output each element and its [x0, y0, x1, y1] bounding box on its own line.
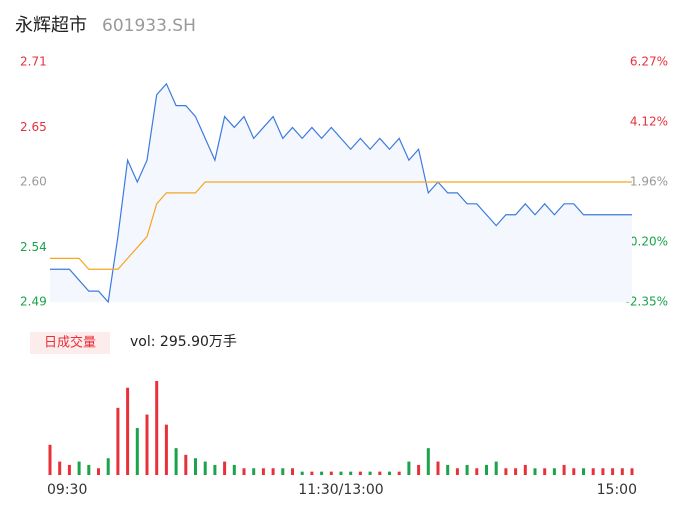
- volume-bar: [533, 468, 537, 475]
- volume-bar: [213, 464, 217, 475]
- volume-bar: [601, 468, 605, 475]
- y2-tick-label: -2.35%: [626, 295, 668, 309]
- volume-bar: [261, 468, 265, 475]
- volume-bar: [611, 468, 615, 475]
- y2-tick-label: 4.12%: [630, 114, 668, 128]
- y2-tick-label: 6.27%: [630, 55, 668, 69]
- volume-bar: [77, 461, 81, 475]
- volume-bar: [106, 458, 110, 475]
- volume-bar: [620, 468, 624, 475]
- volume-bar: [523, 464, 527, 475]
- volume-bar: [572, 468, 576, 475]
- volume-bar: [194, 458, 197, 475]
- price-line: [50, 82, 632, 304]
- y-tick-label: 2.49: [20, 295, 47, 309]
- average-line: [50, 181, 632, 270]
- volume-bar: [455, 468, 459, 475]
- volume-bar: [145, 414, 149, 475]
- volume-bar: [465, 464, 469, 475]
- volume-bar: [339, 471, 343, 475]
- volume-bar: [630, 468, 634, 475]
- volume-bar: [358, 471, 362, 475]
- volume-bar: [281, 468, 285, 475]
- y-tick-label: 2.54: [20, 240, 47, 254]
- volume-bar: [252, 468, 256, 475]
- volume-bar: [271, 468, 275, 475]
- volume-badge: [30, 332, 110, 354]
- volume-bar: [310, 471, 314, 475]
- volume-bar: [446, 464, 450, 475]
- volume-bar: [135, 428, 139, 475]
- volume-bar: [223, 461, 227, 475]
- volume-bar: [58, 461, 62, 475]
- y-tick-label: 2.71: [20, 55, 47, 69]
- y-tick-label: 2.65: [20, 120, 47, 134]
- volume-bar: [378, 471, 382, 475]
- volume-bar: [300, 471, 304, 475]
- volume-bar: [426, 448, 430, 475]
- volume-bar: [320, 471, 324, 475]
- volume-bar: [126, 387, 130, 475]
- volume-bar: [504, 468, 508, 475]
- volume-bar: [116, 407, 120, 475]
- volume-bar: [485, 464, 488, 475]
- volume-bar: [436, 461, 440, 475]
- volume-bar: [494, 461, 498, 475]
- volume-bar: [164, 424, 168, 475]
- volume-bar: [48, 444, 52, 475]
- volume-bar: [174, 448, 178, 475]
- volume-label: 日成交量: [44, 335, 96, 351]
- y2-tick-label: 1.96%: [630, 175, 668, 189]
- volume-bar: [388, 471, 391, 475]
- volume-bar: [417, 464, 421, 475]
- y2-tick-label: -0.20%: [626, 235, 668, 249]
- volume-bar: [329, 471, 333, 475]
- volume-bar: [407, 461, 411, 475]
- x-tick-label: 15:00: [597, 482, 637, 498]
- volume-bar: [203, 461, 207, 475]
- volume-bar: [582, 468, 585, 475]
- volume-bar: [291, 468, 294, 475]
- volume-bar: [562, 464, 566, 475]
- volume-bar: [155, 381, 159, 475]
- volume-bar: [475, 468, 479, 475]
- price-area: [50, 83, 632, 303]
- volume-bar: [97, 468, 100, 475]
- volume-bar: [184, 454, 188, 475]
- y-tick-label: 2.60: [20, 175, 47, 189]
- volume-bar: [368, 471, 372, 475]
- volume-bar: [397, 471, 401, 475]
- volume-bar: [514, 468, 518, 475]
- volume-bar: [67, 464, 71, 475]
- volume-bar: [591, 468, 595, 475]
- stock-name: 永辉超市: [15, 15, 87, 36]
- volume-bar: [232, 464, 236, 475]
- volume-total: vol: 295.90万手: [130, 334, 237, 350]
- x-tick-label: 11:30/13:00: [298, 482, 383, 498]
- stock-code: 601933.SH: [102, 16, 196, 36]
- volume-bar: [552, 468, 556, 475]
- volume-bar: [543, 468, 547, 475]
- volume-bar: [87, 464, 91, 475]
- volume-bar: [349, 471, 353, 475]
- volume-bar: [242, 468, 246, 475]
- x-tick-label: 09:30: [47, 482, 87, 498]
